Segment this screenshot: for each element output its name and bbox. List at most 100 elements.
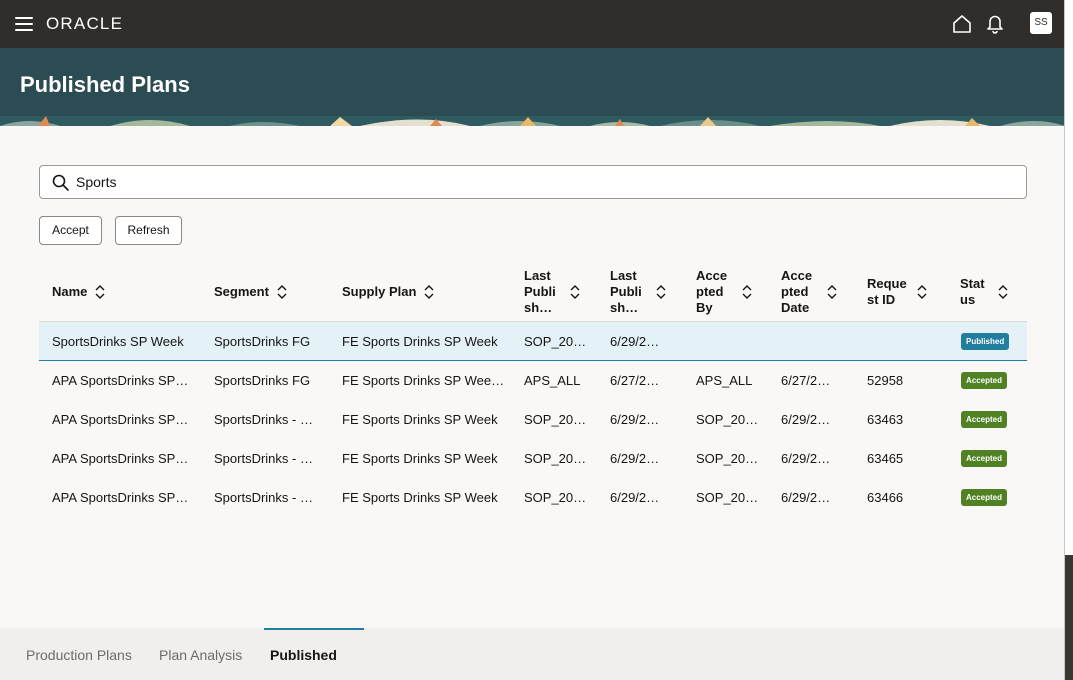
search-input[interactable] xyxy=(76,167,1016,197)
column-header-label: Name xyxy=(52,284,88,299)
cell-accepted-by xyxy=(696,322,766,361)
bell-icon[interactable] xyxy=(985,13,1005,34)
cell-accepted-date: 6/29/2… xyxy=(781,451,831,466)
cell-name: APA SportsDrinks SP… xyxy=(52,451,189,466)
sort-icon[interactable] xyxy=(998,285,1008,299)
cell-name: APA SportsDrinks SP… xyxy=(52,373,189,388)
cell-accepted-by: SOP_20… xyxy=(696,490,759,505)
cell-name: SportsDrinks SP Week xyxy=(52,334,184,349)
main-content: Accept Refresh Name Segment Supply Plan … xyxy=(0,126,1064,628)
cell-last-published-date: 6/29/2… xyxy=(610,334,660,349)
cell-segment: SportsDrinks FG xyxy=(214,334,311,349)
cell-request-id: 63465 xyxy=(867,451,904,466)
sort-icon[interactable] xyxy=(424,285,434,299)
status-badge: Accepted xyxy=(961,411,1008,428)
cell-last-published-by: SOP_20… xyxy=(524,490,587,505)
cell-accepted-date: 6/29/2… xyxy=(781,412,831,427)
column-header-label: Last Publi sh… xyxy=(610,268,642,315)
status-badge: Published xyxy=(961,333,1010,350)
column-header-accepted-date[interactable]: Acce pted Date xyxy=(781,262,855,322)
cell-accepted-by: SOP_20… xyxy=(696,412,759,427)
table-row[interactable]: APA SportsDrinks SP… SportsDrinks FG FE … xyxy=(39,361,1027,400)
header-decoration xyxy=(0,116,1064,126)
window-scrollbar[interactable] xyxy=(1065,555,1073,680)
cell-segment: SportsDrinks - … xyxy=(214,412,313,427)
published-plans-table: Name Segment Supply Plan Last Publi sh… … xyxy=(39,262,1027,517)
column-header-supply-plan[interactable]: Supply Plan xyxy=(342,262,512,322)
search-icon xyxy=(52,174,69,191)
cell-accepted-date: 6/29/2… xyxy=(781,490,831,505)
column-header-accepted-by[interactable]: Acce pted By xyxy=(696,262,770,322)
column-header-last-published-by[interactable]: Last Publi sh… xyxy=(524,262,598,322)
cell-request-id: 63463 xyxy=(867,412,904,427)
cell-last-published-date: 6/27/2… xyxy=(610,373,660,388)
menu-icon[interactable] xyxy=(15,17,33,31)
table-row[interactable]: APA SportsDrinks SP… SportsDrinks - … FE… xyxy=(39,439,1027,478)
table-row[interactable]: SportsDrinks SP Week SportsDrinks FG FE … xyxy=(39,322,1027,361)
cell-name: APA SportsDrinks SP… xyxy=(52,412,189,427)
sort-icon[interactable] xyxy=(95,285,105,299)
refresh-button[interactable]: Refresh xyxy=(115,216,182,245)
cell-request-id xyxy=(867,322,937,361)
cell-segment: SportsDrinks FG xyxy=(214,373,311,388)
cell-supply-plan: FE Sports Drinks SP Week xyxy=(342,451,498,466)
tab-plan-analysis[interactable]: Plan Analysis xyxy=(159,647,243,663)
table-row[interactable]: APA SportsDrinks SP… SportsDrinks - … FE… xyxy=(39,400,1027,439)
status-badge: Accepted xyxy=(961,372,1008,389)
cell-supply-plan: FE Sports Drinks SP Wee… xyxy=(342,373,505,388)
cell-last-published-date: 6/29/2… xyxy=(610,451,660,466)
column-header-label: Reque st ID xyxy=(867,276,907,307)
column-header-label: Acce pted Date xyxy=(781,268,813,315)
cell-accepted-date xyxy=(781,322,851,361)
cell-last-published-by: SOP_20… xyxy=(524,451,587,466)
column-header-status[interactable]: Stat us xyxy=(960,262,1020,322)
cell-accepted-by: APS_ALL xyxy=(696,373,753,388)
cell-accepted-by: SOP_20… xyxy=(696,451,759,466)
oracle-logo: ORACLE xyxy=(46,14,124,33)
cell-supply-plan: FE Sports Drinks SP Week xyxy=(342,334,498,349)
sort-icon[interactable] xyxy=(827,285,837,299)
cell-segment: SportsDrinks - … xyxy=(214,490,313,505)
cell-request-id: 52958 xyxy=(867,373,904,388)
sort-icon[interactable] xyxy=(277,285,287,299)
table-header: Name Segment Supply Plan Last Publi sh… … xyxy=(39,262,1027,322)
column-header-label: Last Publi sh… xyxy=(524,268,556,315)
avatar[interactable]: SS xyxy=(1030,12,1052,34)
column-header-label: Acce pted By xyxy=(696,268,728,315)
column-header-segment[interactable]: Segment xyxy=(214,262,334,322)
page-header: Published Plans xyxy=(0,48,1064,126)
column-header-request-id[interactable]: Reque st ID xyxy=(867,262,941,322)
column-header-label: Stat us xyxy=(960,276,985,307)
cell-name: APA SportsDrinks SP… xyxy=(52,490,189,505)
status-badge: Accepted xyxy=(961,450,1008,467)
column-header-last-published-date[interactable]: Last Publi sh… xyxy=(610,262,684,322)
sort-icon[interactable] xyxy=(742,285,752,299)
global-header: ORACLE SS xyxy=(0,0,1064,48)
tab-published-plans[interactable]: Published Plans xyxy=(264,628,364,680)
cell-last-published-date: 6/29/2… xyxy=(610,412,660,427)
cell-supply-plan: FE Sports Drinks SP Week xyxy=(342,412,498,427)
cell-request-id: 63466 xyxy=(867,490,904,505)
column-header-label: Supply Plan xyxy=(342,284,417,299)
sort-icon[interactable] xyxy=(917,285,927,299)
table-row[interactable]: APA SportsDrinks SP… SportsDrinks - … FE… xyxy=(39,478,1027,517)
column-header-label: Segment xyxy=(214,284,269,299)
bottom-tab-bar: Production Plans Plan Analysis Published… xyxy=(0,628,1064,680)
cell-last-published-by: SOP_20… xyxy=(524,412,587,427)
tab-production-plans[interactable]: Production Plans xyxy=(26,647,132,663)
status-badge: Accepted xyxy=(961,489,1008,506)
column-header-name[interactable]: Name xyxy=(52,262,202,322)
cell-last-published-date: 6/29/2… xyxy=(610,490,660,505)
sort-icon[interactable] xyxy=(656,285,666,299)
cell-last-published-by: SOP_20… xyxy=(524,334,587,349)
cell-accepted-date: 6/27/2… xyxy=(781,373,831,388)
page-title: Published Plans xyxy=(20,72,190,97)
cell-segment: SportsDrinks - … xyxy=(214,451,313,466)
cell-supply-plan: FE Sports Drinks SP Week xyxy=(342,490,498,505)
accept-button[interactable]: Accept xyxy=(39,216,102,245)
search-field[interactable] xyxy=(39,165,1027,199)
cell-last-published-by: APS_ALL xyxy=(524,373,581,388)
home-icon[interactable] xyxy=(952,14,972,34)
sort-icon[interactable] xyxy=(570,285,580,299)
